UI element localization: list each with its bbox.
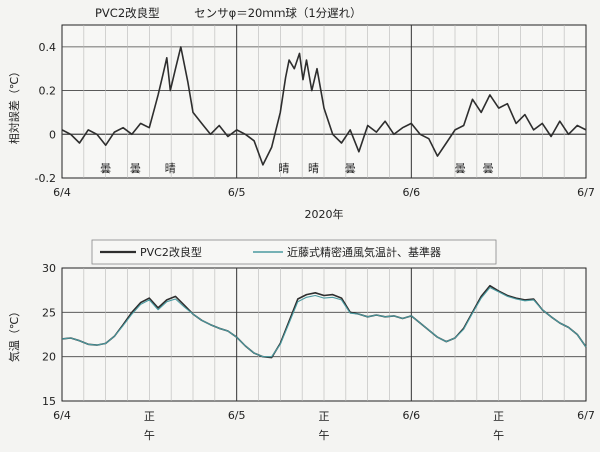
y-tick-label: 20 — [42, 351, 56, 364]
weather-label: 曇 — [130, 162, 141, 175]
legend-label-reference: 近藤式精密通風気温計、基準器 — [287, 245, 441, 259]
noon-label-line: 正 — [144, 410, 155, 423]
weather-label: 曇 — [455, 162, 466, 175]
top-series — [61, 46, 587, 166]
x-tick-label: 6/7 — [577, 409, 595, 422]
series-line — [61, 286, 587, 358]
noon-label: 正午 — [144, 410, 155, 442]
weather-label: 晴 — [278, 162, 289, 175]
y-tick-label: 30 — [42, 262, 56, 275]
noon-label-line: 午 — [319, 429, 330, 442]
top-y-ticks: -0.2 0 0.2 0.4 — [35, 41, 56, 185]
top-chart-title: PVC2改良型 センサφ＝20ｍｍ球（1分遅れ） — [95, 6, 362, 20]
top-x-ticks: 6/4 6/5 6/6 6/7 — [53, 186, 595, 199]
x-tick-label: 6/4 — [53, 409, 71, 422]
y-tick-label: 0.4 — [39, 41, 57, 54]
noon-label-line: 午 — [493, 429, 504, 442]
y-tick-label: 25 — [42, 306, 56, 319]
bottom-chart: PVC2改良型 近藤式精密通風気温計、基準器 気温（℃） 15 20 25 30 6/… — [7, 239, 595, 442]
top-y-axis-label: 相対誤差（℃） — [7, 66, 21, 144]
top-weather-labels: 曇曇晴晴晴曇曇曇 — [100, 162, 494, 175]
x-tick-label: 6/5 — [228, 186, 246, 199]
bottom-x-ticks: 6/4 6/5 6/6 6/7 — [53, 409, 595, 422]
x-tick-label: 6/6 — [402, 409, 420, 422]
noon-label-line: 正 — [319, 410, 330, 423]
weather-label: 曇 — [483, 162, 494, 175]
bottom-y-ticks: 15 20 25 30 — [42, 262, 56, 408]
weather-label: 曇 — [100, 162, 111, 175]
series-line — [61, 46, 587, 166]
y-tick-label: 0 — [49, 128, 56, 141]
noon-label: 正午 — [319, 410, 330, 442]
top-x-axis-label: 2020年 — [305, 207, 344, 221]
bottom-series — [61, 284, 587, 359]
bottom-y-axis-label: 気温（℃） — [7, 306, 21, 362]
weather-label: 晴 — [308, 162, 319, 175]
bottom-gridlines — [62, 268, 586, 401]
legend-label-pvc2: PVC2改良型 — [140, 245, 202, 259]
noon-label-line: 午 — [144, 429, 155, 442]
x-tick-label: 6/4 — [53, 186, 71, 199]
x-tick-label: 6/7 — [577, 186, 595, 199]
top-chart: PVC2改良型 センサφ＝20ｍｍ球（1分遅れ） 相対誤差（℃） -0.2 0 0.… — [7, 6, 595, 221]
legend: PVC2改良型 近藤式精密通風気温計、基準器 — [91, 239, 497, 265]
top-gridlines — [62, 25, 586, 178]
weather-label: 晴 — [165, 162, 176, 175]
noon-label-line: 正 — [493, 410, 504, 423]
y-tick-label: 15 — [42, 395, 56, 408]
weather-label: 曇 — [345, 162, 356, 175]
series-line — [61, 284, 587, 359]
y-tick-label: 0.2 — [39, 85, 57, 98]
legend-box — [91, 239, 497, 265]
y-tick-label: -0.2 — [35, 172, 56, 185]
noon-label: 正午 — [493, 410, 504, 442]
x-tick-label: 6/5 — [228, 409, 246, 422]
x-tick-label: 6/6 — [402, 186, 420, 199]
